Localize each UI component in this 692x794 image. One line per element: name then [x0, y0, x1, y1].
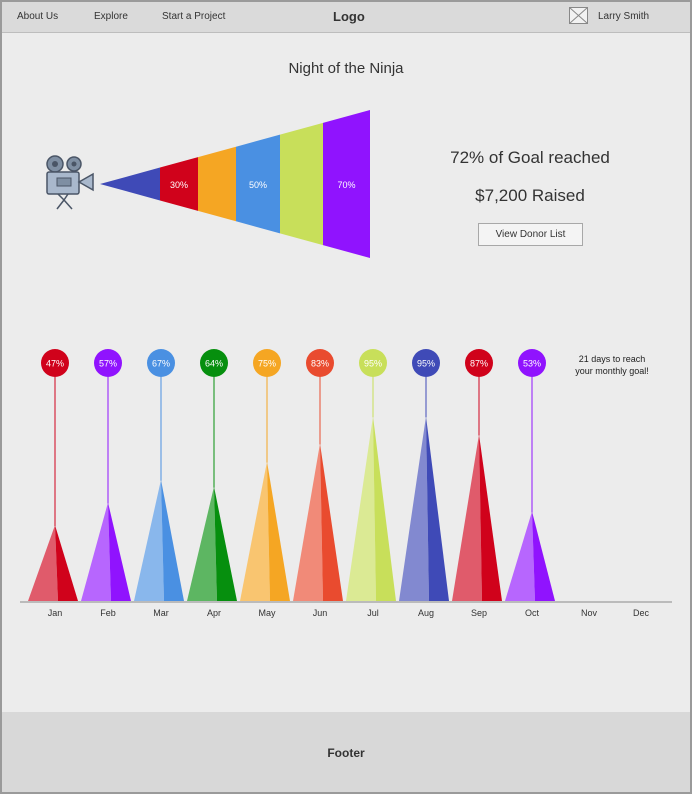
funnel-segment-label: 30%: [170, 180, 188, 190]
monthly-progress-chart: 47% Jan 57% Feb 67% Mar 64% Apr 75% May 83% Jun 95% J…: [20, 349, 672, 618]
month-value-bubble: [147, 349, 175, 377]
month-peak-dark: [426, 416, 449, 601]
month-peak-light: [346, 416, 376, 601]
month-peak-light: [293, 443, 323, 601]
month-value-label: 57%: [99, 359, 117, 369]
nav-start-project-link[interactable]: Start a Project: [162, 11, 226, 22]
month-value-label: 87%: [470, 359, 488, 369]
footer-label: Footer: [327, 746, 365, 760]
funnel-segment: [100, 167, 160, 201]
month-peak-light: [134, 479, 164, 601]
monthly-goal-note-line1: 21 days to reach: [578, 354, 646, 364]
month-tick-label: Jun: [313, 608, 328, 618]
month-peak-light: [399, 416, 429, 601]
footer: Footer: [2, 712, 690, 792]
month-tick-label: May: [258, 608, 276, 618]
month-value-label: 47%: [46, 359, 64, 369]
month-peak-dark: [532, 511, 555, 601]
month-value-label: 75%: [258, 359, 276, 369]
month-peak-dark: [373, 416, 396, 601]
monthly-goal-note-line2: your monthly goal!: [575, 366, 649, 376]
film-camera-icon: [46, 155, 94, 210]
funnel-progress-graphic: 30% 50% 70%: [100, 110, 370, 258]
funnel-segment-label: 70%: [337, 180, 355, 190]
project-title: Night of the Ninja: [288, 60, 404, 77]
month-peak-light: [28, 525, 58, 601]
month-peak-light: [81, 502, 111, 601]
month-tick-label: Dec: [633, 608, 650, 618]
month-value-label: 83%: [311, 359, 329, 369]
month-tick-label: Oct: [525, 608, 540, 618]
funnel-segment-label: 50%: [249, 180, 267, 190]
month-value-label: 64%: [205, 359, 223, 369]
month-value-bubble: [200, 349, 228, 377]
month-tick-label: Sep: [471, 608, 487, 618]
month-tick-label: Nov: [581, 608, 598, 618]
funnel-segment: [323, 110, 370, 258]
funnel-segment: [198, 146, 236, 222]
month-tick-label: Mar: [153, 608, 169, 618]
month-value-label: 53%: [523, 359, 541, 369]
month-peak-dark: [479, 434, 502, 601]
logo[interactable]: Logo: [333, 9, 365, 24]
month-tick-label: Jan: [48, 608, 63, 618]
month-tick-label: Apr: [207, 608, 221, 618]
nav-about-us-link[interactable]: About Us: [17, 11, 59, 22]
monthly-goal-note: 21 days to reach your monthly goal!: [568, 353, 656, 377]
month-value-bubble: [41, 349, 69, 377]
goal-percent-text: 72% of Goal reached: [450, 148, 610, 167]
month-peak-dark: [214, 486, 237, 601]
top-nav: About Us Explore Start a Project Logo La…: [2, 2, 690, 33]
month-value-label: 95%: [417, 359, 435, 369]
nav-explore-link[interactable]: Explore: [94, 11, 128, 22]
month-tick-label: Aug: [418, 608, 434, 618]
month-peak-dark: [320, 443, 343, 601]
month-value-bubble: [94, 349, 122, 377]
funnel-segment: [160, 157, 198, 211]
month-peak-light: [187, 486, 217, 601]
month-peak-dark: [267, 461, 290, 601]
month-value-label: 95%: [364, 359, 382, 369]
month-value-bubble: [306, 349, 334, 377]
month-peak-light: [505, 511, 535, 601]
month-peak-light: [240, 461, 270, 601]
month-peak-dark: [161, 479, 184, 601]
month-value-bubble: [253, 349, 281, 377]
month-tick-label: Feb: [100, 608, 116, 618]
month-value-bubble: [518, 349, 546, 377]
month-peak-dark: [55, 525, 78, 601]
funnel-segment: [236, 134, 280, 234]
avatar[interactable]: [569, 7, 588, 24]
user-name[interactable]: Larry Smith: [598, 11, 650, 22]
view-donor-list-button[interactable]: View Donor List: [478, 223, 583, 246]
month-peak-light: [452, 434, 482, 601]
month-tick-label: Jul: [367, 608, 379, 618]
month-peak-dark: [108, 502, 131, 601]
month-value-bubble: [359, 349, 387, 377]
month-value-bubble: [412, 349, 440, 377]
funnel-segment: [280, 122, 323, 246]
graphics-layer: 30% 50% 70% 47% Jan 57% Feb 67% Mar 64% Apr 75% May…: [20, 110, 672, 618]
month-value-bubble: [465, 349, 493, 377]
amount-raised-text: $7,200 Raised: [475, 186, 585, 205]
month-value-label: 67%: [152, 359, 170, 369]
